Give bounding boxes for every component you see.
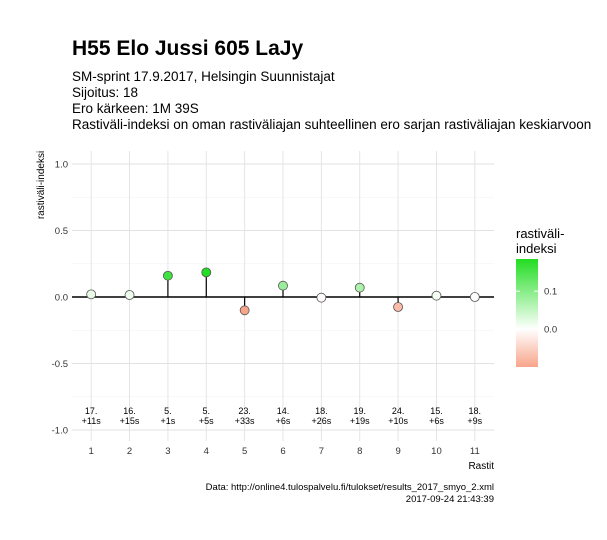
point-label: +5s	[199, 416, 214, 426]
chart-title: H55 Elo Jussi 605 LaJy	[72, 37, 303, 60]
point-label: 23.	[238, 406, 251, 416]
x-tick-label: 4	[204, 446, 209, 457]
data-point	[86, 289, 97, 300]
point-label: 17.	[85, 406, 98, 416]
data-point	[124, 290, 135, 300]
legend-tick-label: 0.0	[544, 325, 557, 336]
point-label: +15s	[120, 416, 140, 426]
point-label: +6s	[276, 416, 291, 426]
y-tick-label: -0.5	[52, 359, 68, 370]
point-label: 15.	[430, 406, 443, 416]
x-tick-label: 6	[280, 446, 285, 457]
point-label: 18.	[469, 406, 482, 416]
point-label: +19s	[350, 416, 370, 426]
y-axis-title: rastiväli-indeksi	[36, 151, 47, 219]
subtitle-line: Ero kärkeen: 1M 39S	[72, 101, 199, 116]
point-label: +33s	[235, 416, 255, 426]
caption-source: Data: http://online4.tulospalvelu.fi/tul…	[206, 482, 494, 493]
point-label: +9s	[467, 416, 482, 426]
subtitle-line: Sijoitus: 18	[72, 85, 138, 100]
y-tick-label: 1.0	[55, 160, 68, 171]
point-label: 24.	[392, 406, 405, 416]
subtitle-line: SM-sprint 17.9.2017, Helsingin Suunnista…	[72, 69, 335, 84]
point-label: +11s	[82, 416, 102, 426]
x-tick-label: 7	[319, 446, 324, 457]
x-tick-label: 9	[395, 446, 400, 457]
data-point	[431, 290, 442, 301]
legend: rastiväli- indeksi 0.0 0.1	[516, 226, 564, 367]
point-label: +26s	[311, 416, 331, 426]
data-point	[163, 270, 173, 281]
point-label: +10s	[388, 416, 408, 426]
data-point	[239, 305, 250, 316]
legend-title-line: indeksi	[516, 241, 557, 256]
data-point	[354, 282, 365, 293]
y-tick-label: 0.0	[55, 293, 68, 304]
point-label: 5.	[164, 406, 172, 416]
legend-colorbar	[516, 259, 538, 367]
y-tick-label: -1.0	[52, 426, 68, 437]
subtitle: SM-sprint 17.9.2017, Helsingin Suunnista…	[72, 69, 591, 132]
legend-title-line: rastiväli-	[516, 226, 564, 241]
x-tick-label: 11	[470, 446, 480, 457]
x-tick-label: 5	[242, 446, 247, 457]
subtitle-line: Rastiväli-indeksi on oman rastiväliajan …	[72, 117, 591, 132]
x-tick-label: 1	[89, 446, 94, 457]
x-tick-label: 8	[357, 446, 362, 457]
point-label: 5.	[203, 406, 211, 416]
point-label: 14.	[277, 406, 290, 416]
x-axis-title: Rastit	[468, 461, 494, 472]
point-label: +1s	[161, 416, 176, 426]
point-label: 19.	[353, 406, 366, 416]
x-tick-label: 2	[127, 446, 132, 457]
data-point	[201, 267, 212, 278]
y-tick-label: 0.5	[55, 226, 68, 237]
caption-timestamp: 2017-09-24 21:43:39	[406, 494, 494, 505]
point-label: 16.	[123, 406, 136, 416]
data-point	[278, 280, 288, 291]
data-point	[393, 302, 403, 312]
point-label: 18.	[315, 406, 328, 416]
point-label: +6s	[429, 416, 444, 426]
data-point	[316, 292, 327, 303]
x-tick-label: 3	[165, 446, 170, 457]
data-point	[469, 292, 480, 302]
x-tick-label: 10	[431, 446, 442, 457]
plot-area: -1.0 -0.5 0.0 0.5 1.0 1 2 3 4 5 6 7 8 9 10 11 17.+11s 16.…	[52, 151, 494, 457]
legend-tick-label: 0.1	[544, 287, 557, 298]
